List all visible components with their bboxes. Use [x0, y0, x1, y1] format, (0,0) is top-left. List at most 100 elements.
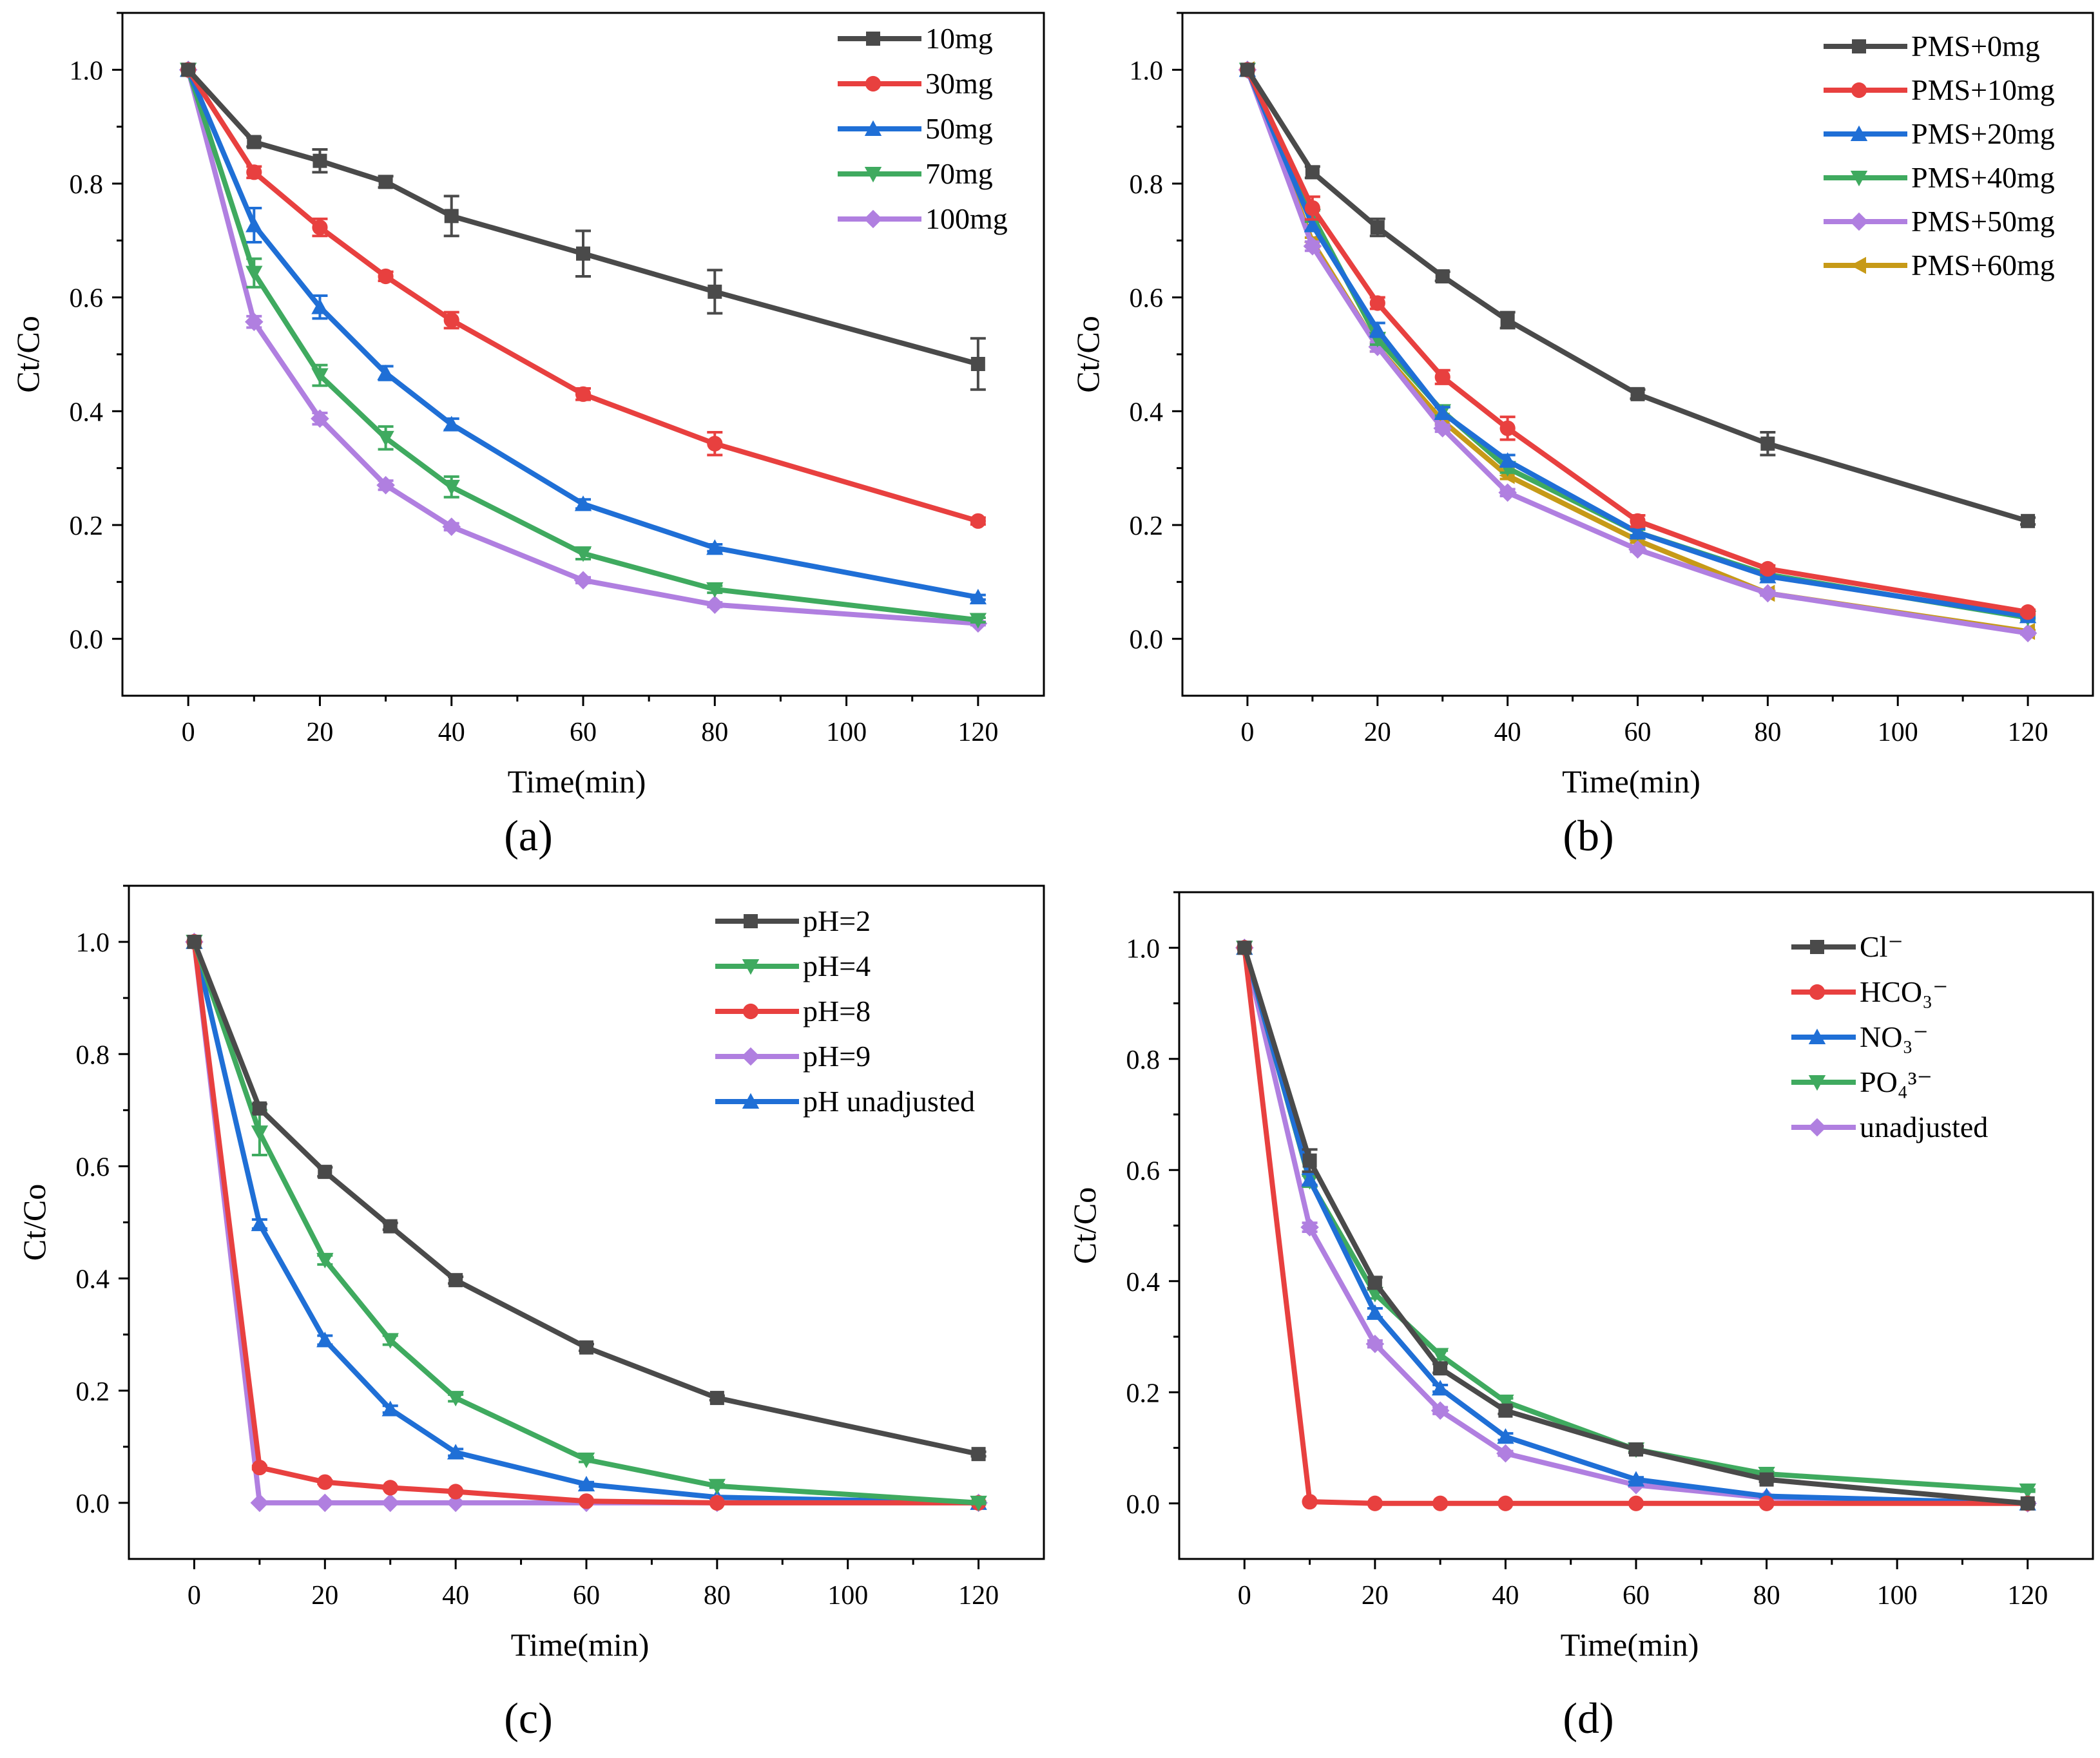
x-tick-label: 40	[438, 718, 465, 747]
data-point	[574, 546, 592, 562]
data-point	[2019, 1483, 2036, 1500]
data-point	[1431, 1348, 1449, 1364]
y-tick-label: 0.2	[76, 1377, 110, 1407]
data-point	[576, 246, 590, 261]
data-point	[577, 1452, 595, 1469]
data-point	[970, 357, 985, 372]
data-point	[1305, 165, 1320, 180]
data-point	[1630, 513, 1646, 529]
data-point	[246, 164, 262, 180]
legend-label: PMS+10mg	[1911, 73, 2055, 106]
panel-label: (d)	[1563, 1694, 1614, 1743]
y-tick-label: 0.2	[70, 511, 104, 541]
data-point	[447, 1391, 465, 1407]
data-point	[706, 539, 724, 555]
data-point	[1433, 419, 1452, 438]
legend-label: PMS+0mg	[1911, 30, 2040, 62]
data-point	[381, 1333, 399, 1349]
data-point	[1301, 1170, 1318, 1187]
x-tick-label: 0	[188, 1581, 201, 1610]
y-axis-label: Ct/Co	[10, 316, 46, 392]
data-point	[1498, 1403, 1513, 1418]
data-point	[1300, 1218, 1319, 1237]
legend-marker	[1850, 125, 1868, 141]
data-point	[1435, 269, 1450, 283]
series-4	[1238, 61, 2037, 643]
data-point	[443, 312, 459, 329]
series-1	[1237, 940, 2036, 1511]
x-tick-label: 80	[1754, 718, 1781, 747]
data-point	[443, 416, 460, 432]
legend-marker	[1851, 82, 1867, 99]
data-point	[1629, 1442, 1643, 1457]
series-line	[1245, 68, 2029, 524]
legend-label: NO₃⁻	[1860, 1020, 1929, 1053]
x-tick-label: 100	[827, 1581, 868, 1610]
y-tick-label: 0.2	[1130, 511, 1164, 541]
legend-marker	[1808, 1028, 1826, 1044]
legend: pH=2 pH=4 pH=8 pH=9 pH unadjusted	[715, 904, 975, 1118]
data-point	[312, 219, 328, 236]
data-point	[1304, 200, 1320, 216]
y-tick-label: 0.8	[70, 170, 104, 200]
x-tick-label: 20	[1364, 718, 1391, 747]
data-point	[1629, 524, 1646, 540]
panel-label: (a)	[504, 811, 552, 860]
data-point	[378, 268, 394, 285]
series-line	[1242, 947, 2028, 1506]
data-point	[316, 1332, 334, 1348]
data-point	[377, 430, 394, 447]
legend: 10mg 30mg 50mg 70mg 100mg	[838, 22, 1008, 235]
x-tick-label: 20	[306, 718, 333, 747]
y-tick-label: 0.0	[1130, 626, 1164, 655]
series-line	[1242, 947, 2028, 1506]
legend-marker	[742, 1003, 759, 1020]
data-point	[1240, 62, 1255, 77]
data-point	[1432, 1495, 1449, 1511]
data-point	[187, 935, 202, 950]
series-line	[191, 941, 979, 1505]
legend-label: HCO₃⁻	[1860, 975, 1948, 1008]
x-tick-label: 60	[570, 718, 597, 747]
series-line	[1245, 68, 2028, 619]
x-tick-label: 100	[1878, 718, 1918, 747]
series-3	[179, 62, 987, 629]
panel-a: 0 20 40 60 80 100 120 0.0 0.2 0.4 0.6 0.8 1.0 Time(mi…	[10, 12, 1045, 860]
data-point	[448, 1484, 464, 1500]
legend-marker	[742, 959, 760, 975]
x-tick-label: 40	[1492, 1581, 1519, 1610]
data-point	[377, 364, 394, 381]
data-point	[1369, 295, 1385, 311]
data-point	[1237, 941, 1252, 955]
data-point	[316, 1252, 334, 1269]
data-point	[383, 1219, 398, 1234]
data-point	[1630, 387, 1645, 401]
x-tick-label: 120	[958, 718, 998, 747]
data-point	[1498, 1495, 1514, 1511]
data-point	[1499, 452, 1516, 468]
data-point	[315, 1493, 334, 1513]
legend-label: Cl⁻	[1860, 930, 1903, 963]
data-point	[181, 62, 196, 77]
data-point	[1365, 1334, 1385, 1353]
data-point	[2020, 1496, 2035, 1511]
legend-marker	[866, 32, 880, 46]
data-point	[708, 1478, 726, 1495]
data-point	[447, 1444, 465, 1460]
data-point	[246, 216, 263, 233]
series-line	[186, 69, 979, 626]
y-axis-label: Ct/Co	[16, 1184, 52, 1261]
y-tick-label: 0.4	[1130, 397, 1164, 427]
data-point	[1367, 1276, 1382, 1290]
plot-frame	[1181, 12, 2094, 697]
y-tick-label: 0.0	[1126, 1490, 1161, 1520]
y-tick-label: 0.2	[1126, 1379, 1161, 1408]
data-point	[1758, 584, 1777, 603]
legend-label: PMS+50mg	[1911, 205, 2055, 238]
y-tick-label: 0.6	[70, 284, 104, 314]
series-line	[186, 68, 979, 600]
legend-label: 30mg	[925, 67, 993, 100]
legend: Cl⁻ HCO₃⁻ NO₃⁻ PO₄³⁻ unadjusted	[1791, 930, 1988, 1143]
data-point	[311, 409, 329, 428]
